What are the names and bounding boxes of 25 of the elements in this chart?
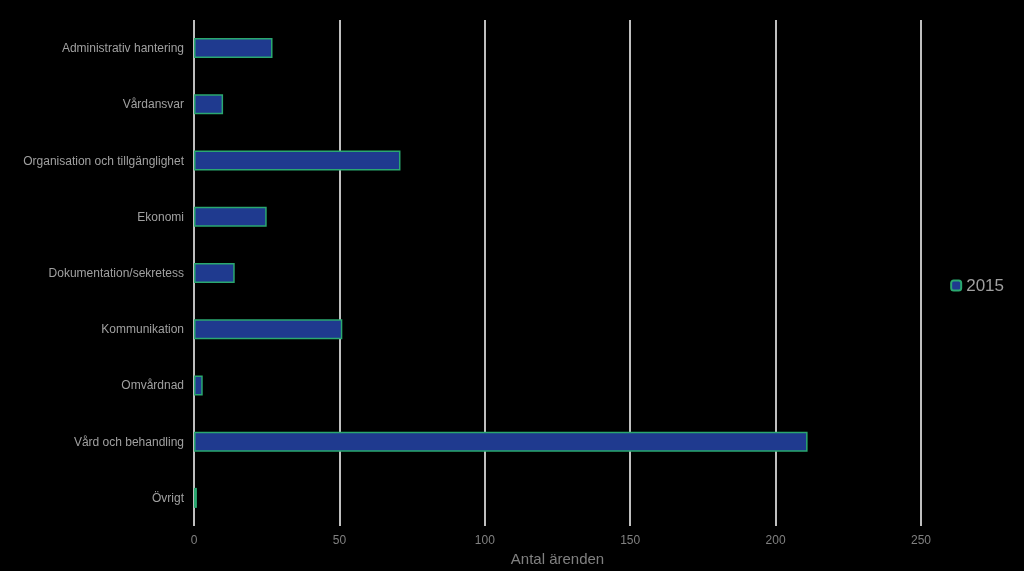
y-tick-label: Dokumentation/sekretess	[48, 266, 184, 280]
bar	[194, 150, 401, 171]
x-tick-label: 100	[474, 533, 496, 547]
y-tick-label: Administrativ hantering	[61, 41, 184, 56]
bar	[194, 431, 808, 452]
y-tick-label: Omvårdnad	[121, 378, 184, 393]
y-tick-label: Organisation och tillgänglighet	[23, 153, 185, 168]
y-tick-label: Vårdansvar	[122, 97, 184, 112]
x-tick-label: 150	[620, 533, 641, 547]
x-tick-label: 250	[910, 533, 932, 547]
bar	[194, 94, 224, 115]
y-tick-label: Övrigt	[151, 490, 185, 505]
bar	[194, 38, 273, 59]
x-tick-label: 50	[332, 533, 347, 547]
legend-label: 2015	[966, 276, 1005, 295]
x-tick-label: 200	[765, 533, 786, 547]
bar	[194, 263, 235, 283]
bar	[194, 206, 267, 227]
y-tick-label: Kommunikation	[101, 322, 184, 337]
x-axis-title: Antal ärenden	[510, 549, 605, 567]
bar	[194, 375, 203, 396]
x-tick-label: 0	[190, 533, 198, 547]
bar	[194, 319, 343, 340]
y-tick-label: Vård och behandling	[73, 434, 184, 449]
y-tick-label: Ekonomi	[137, 209, 184, 224]
